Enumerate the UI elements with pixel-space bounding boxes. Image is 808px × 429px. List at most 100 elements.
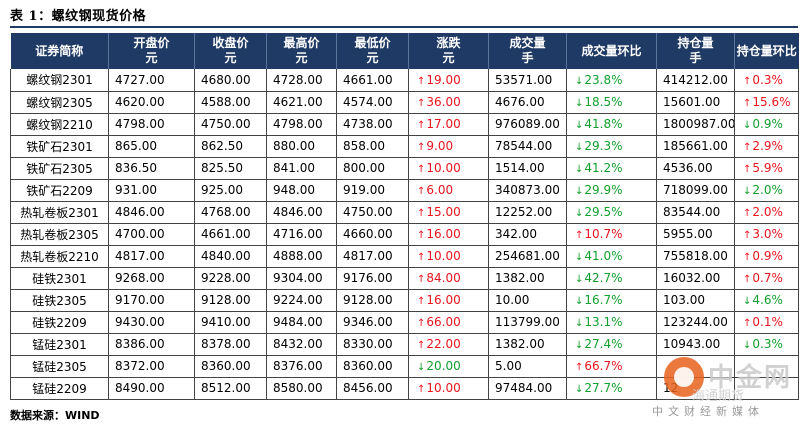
volume-change-value: 29.3% bbox=[584, 139, 623, 153]
security-name: 铁矿石2209 bbox=[10, 179, 109, 202]
volume-change: ↓27.4% bbox=[566, 333, 657, 356]
price-high: 4846.00 bbox=[266, 201, 337, 224]
price-open: 8490.00 bbox=[108, 377, 195, 400]
price-low: 9128.00 bbox=[336, 289, 409, 312]
arrow-up-icon: ↑ bbox=[743, 75, 752, 87]
open-interest: 185661.00 bbox=[656, 135, 735, 158]
price-open: 8386.00 bbox=[108, 333, 195, 356]
price-low: 800.00 bbox=[336, 157, 409, 180]
volume-change: ↓29.3% bbox=[566, 135, 657, 158]
column-header: 成交量环比 bbox=[566, 33, 657, 69]
open-interest-change: ↑5.9% bbox=[734, 157, 799, 180]
price-open: 9268.00 bbox=[108, 267, 195, 290]
open-interest-change: ↑0.7% bbox=[734, 267, 799, 290]
price-low: 4817.00 bbox=[336, 245, 409, 268]
open-interest-change: ↑0.3% bbox=[734, 69, 799, 92]
arrow-up-icon: ↑ bbox=[417, 120, 426, 131]
volume-change: ↓41.8% bbox=[566, 113, 657, 136]
price-open: 8372.00 bbox=[108, 355, 195, 378]
column-header-label: 持仓量环比 bbox=[736, 43, 797, 58]
table-row: 铁矿石2209 931.00 925.00 948.00 919.00 ↑6.00 3408… bbox=[10, 179, 799, 202]
price-change: ↓20.00 bbox=[408, 355, 489, 378]
price-change-value: 10.00 bbox=[426, 161, 461, 175]
open-interest-change-value: 15.6% bbox=[752, 95, 791, 109]
volume-change: ↓42.7% bbox=[566, 267, 657, 290]
arrow-up-icon: ↑ bbox=[417, 208, 426, 219]
price-change: ↑36.00 bbox=[408, 91, 489, 114]
arrow-down-icon: ↓ bbox=[743, 186, 752, 197]
price-high: 9224.00 bbox=[266, 289, 337, 312]
volume-change-value: 10.7% bbox=[584, 227, 623, 241]
open-interest-change: ↓0.3% bbox=[734, 333, 799, 356]
price-close: 4661.00 bbox=[194, 223, 267, 246]
volume-change: ↓41.0% bbox=[566, 245, 657, 268]
price-change: ↑6.00 bbox=[408, 179, 489, 202]
arrow-up-icon: ↑ bbox=[575, 362, 584, 373]
arrow-up-icon: ↑ bbox=[417, 186, 426, 197]
column-header: 持仓量手 bbox=[656, 33, 735, 69]
volume: 254681.00 bbox=[488, 245, 567, 268]
price-change-value: 66.00 bbox=[426, 315, 461, 329]
price-high: 4728.00 bbox=[266, 69, 337, 92]
arrow-down-icon: ↓ bbox=[575, 384, 584, 395]
price-high: 4798.00 bbox=[266, 113, 337, 136]
open-interest-change: ↑15.6% bbox=[734, 91, 799, 114]
arrow-up-icon: ↑ bbox=[417, 164, 426, 175]
security-name: 热轧卷板2210 bbox=[10, 245, 109, 268]
open-interest-change-value: 2.9% bbox=[752, 139, 783, 153]
price-change: ↑19.00 bbox=[408, 69, 489, 92]
open-interest-change-value: 0.3% bbox=[752, 72, 783, 87]
price-close: 925.00 bbox=[194, 179, 267, 202]
price-high: 948.00 bbox=[266, 179, 337, 202]
column-header-unit: 元 bbox=[295, 51, 308, 65]
security-name: 热轧卷板2301 bbox=[10, 201, 109, 224]
column-header-label: 最低价 bbox=[354, 36, 391, 50]
price-close: 4680.00 bbox=[194, 69, 267, 92]
price-low: 4660.00 bbox=[336, 223, 409, 246]
open-interest-change-value: 4.6% bbox=[752, 293, 783, 307]
column-header-label: 持仓量 bbox=[677, 36, 714, 50]
price-close: 825.50 bbox=[194, 157, 267, 180]
open-interest-change bbox=[734, 377, 799, 400]
security-name: 硅铁2209 bbox=[10, 311, 109, 334]
price-change-value: 17.00 bbox=[426, 117, 461, 131]
price-open: 4846.00 bbox=[108, 201, 195, 224]
open-interest-change: ↑0.9% bbox=[734, 245, 799, 268]
arrow-up-icon: ↑ bbox=[743, 98, 752, 109]
price-open: 4700.00 bbox=[108, 223, 195, 246]
watermark-tagline: 中文财经新媒体 bbox=[652, 405, 764, 418]
column-header-label: 成交量 bbox=[509, 36, 546, 50]
price-change: ↑84.00 bbox=[408, 267, 489, 290]
column-header: 最低价元 bbox=[336, 33, 409, 69]
arrow-down-icon: ↓ bbox=[575, 120, 584, 131]
open-interest-change: ↑3.0% bbox=[734, 223, 799, 246]
volume: 1514.00 bbox=[488, 157, 567, 180]
arrow-up-icon: ↑ bbox=[743, 164, 752, 175]
security-name: 硅铁2305 bbox=[10, 289, 109, 312]
arrow-down-icon: ↓ bbox=[575, 318, 584, 329]
volume: 1382.00 bbox=[488, 267, 567, 290]
arrow-up-icon: ↑ bbox=[743, 274, 752, 285]
arrow-down-icon: ↓ bbox=[575, 252, 584, 263]
price-open: 4817.00 bbox=[108, 245, 195, 268]
column-header-label: 最高价 bbox=[283, 36, 320, 50]
arrow-up-icon: ↑ bbox=[417, 340, 426, 351]
security-name: 铁矿石2301 bbox=[10, 135, 109, 158]
volume: 5.00 bbox=[488, 355, 567, 378]
open-interest: 1800987.00 bbox=[656, 113, 735, 136]
price-high: 841.00 bbox=[266, 157, 337, 180]
column-header-unit: 元 bbox=[224, 51, 237, 65]
open-interest-change-value: 0.9% bbox=[752, 117, 783, 131]
arrow-up-icon: ↑ bbox=[417, 230, 426, 241]
price-low: 9176.00 bbox=[336, 267, 409, 290]
arrow-up-icon: ↑ bbox=[417, 142, 426, 153]
arrow-down-icon: ↓ bbox=[575, 274, 584, 285]
security-name: 锰硅2305 bbox=[10, 355, 109, 378]
volume-change: ↓41.2% bbox=[566, 157, 657, 180]
volume: 1382.00 bbox=[488, 333, 567, 356]
security-name: 螺纹钢2301 bbox=[10, 69, 109, 92]
open-interest-change-value: 2.0% bbox=[752, 205, 783, 219]
table-row: 硅铁2301 9268.00 9228.00 9304.00 9176.00 ↑84.00… bbox=[10, 267, 799, 290]
price-open: 931.00 bbox=[108, 179, 195, 202]
volume-change-value: 42.7% bbox=[584, 271, 623, 285]
